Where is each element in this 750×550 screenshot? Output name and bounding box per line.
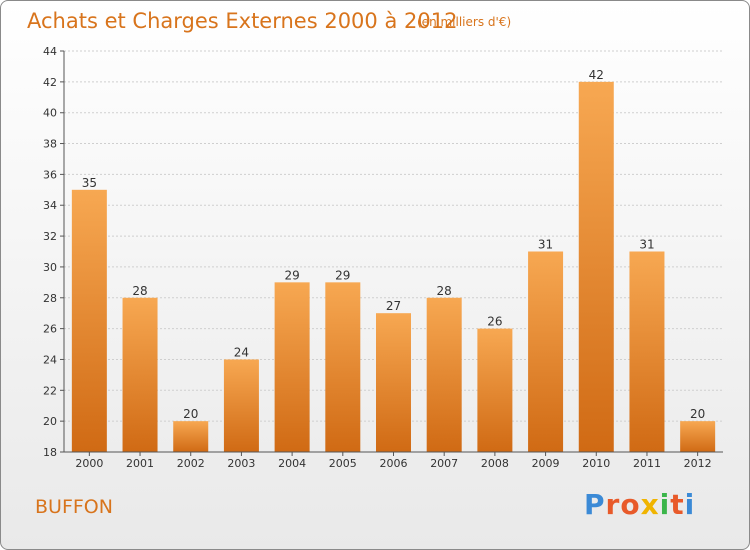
x-tick-label: 2004: [278, 457, 306, 470]
y-tick-label: 22: [43, 384, 57, 397]
y-tick-label: 38: [43, 138, 57, 151]
x-tick-label: 2000: [75, 457, 103, 470]
y-tick-label: 36: [43, 168, 57, 181]
y-tick-label: 18: [43, 446, 57, 459]
y-tick-label: 34: [43, 199, 57, 212]
bar-value-label: 28: [132, 284, 147, 298]
x-tick-label: 2006: [380, 457, 408, 470]
bar-value-label: 24: [234, 345, 249, 359]
x-tick-label: 2008: [481, 457, 509, 470]
x-tick-label: 2007: [430, 457, 458, 470]
bar: [528, 251, 564, 452]
x-tick-label: 2012: [684, 457, 712, 470]
bar-value-label: 20: [690, 407, 705, 421]
y-tick-label: 28: [43, 292, 57, 305]
bar: [426, 297, 462, 452]
commune-name: BUFFON: [35, 496, 113, 518]
bar: [223, 359, 259, 452]
bar: [325, 282, 361, 452]
bar-value-label: 31: [538, 238, 553, 252]
bar: [71, 189, 107, 453]
y-tick-label: 26: [43, 323, 57, 336]
bar: [173, 421, 209, 452]
y-tick-label: 20: [43, 415, 57, 428]
bar: [578, 81, 614, 452]
bar: [274, 282, 310, 452]
x-tick-label: 2005: [329, 457, 357, 470]
x-tick-label: 2010: [582, 457, 610, 470]
bar-value-label: 42: [589, 68, 604, 82]
y-tick-label: 44: [43, 45, 57, 58]
chart-title: Achats et Charges Externes 2000 à 2012: [27, 9, 458, 33]
bar: [477, 328, 513, 452]
proxiti-logo: Proxiti: [584, 488, 696, 521]
x-tick-label: 2003: [227, 457, 255, 470]
bar-value-label: 31: [639, 238, 654, 252]
bar: [122, 297, 158, 452]
bar-value-label: 27: [386, 299, 401, 313]
bar-value-label: 35: [82, 176, 97, 190]
y-tick-label: 42: [43, 76, 57, 89]
chart-unit: (en milliers d'€): [417, 15, 512, 29]
bar: [376, 313, 411, 452]
x-tick-label: 2011: [633, 457, 661, 470]
x-tick-label: 2002: [177, 457, 205, 470]
y-tick-label: 24: [43, 353, 57, 366]
bar: [629, 251, 665, 452]
bar: [680, 421, 716, 452]
bar-value-label: 29: [284, 268, 299, 282]
x-tick-label: 2009: [532, 457, 560, 470]
bar-value-label: 29: [335, 268, 350, 282]
y-tick-label: 40: [43, 107, 57, 120]
y-tick-label: 30: [43, 261, 57, 274]
bar-value-label: 26: [487, 315, 502, 329]
bar-value-label: 20: [183, 407, 198, 421]
bar-value-label: 28: [437, 284, 452, 298]
y-tick-label: 32: [43, 230, 57, 243]
x-tick-label: 2001: [126, 457, 154, 470]
